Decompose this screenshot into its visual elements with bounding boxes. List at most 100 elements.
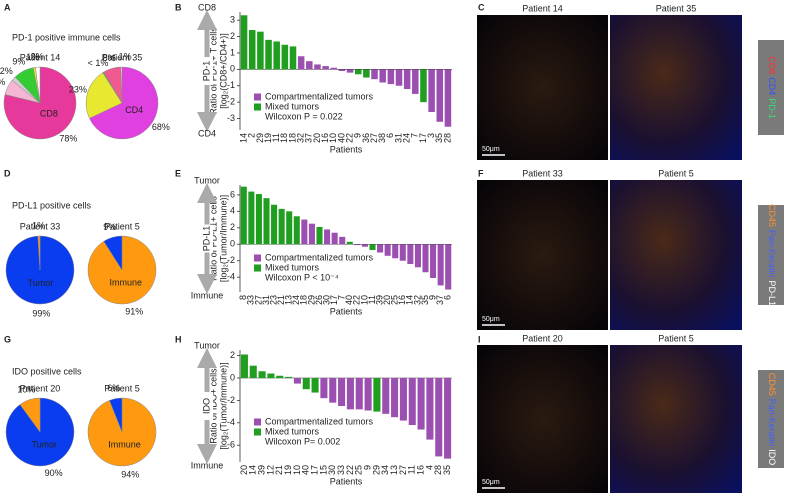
pie-category-label: Immune <box>108 440 141 450</box>
bar <box>379 69 386 83</box>
x-tick-label: 8 <box>238 295 248 300</box>
y-tick-label: -3 <box>227 113 235 123</box>
pie-value-label: 6% <box>107 383 120 393</box>
x-tick-label: 6 <box>443 295 453 300</box>
x-tick-label: 21 <box>274 465 284 475</box>
annotation: Wilcoxon P= 0.002 <box>265 436 340 446</box>
bar <box>240 186 247 245</box>
microscopy-image <box>477 180 608 330</box>
pie-category-label: CD4 <box>125 105 143 115</box>
bar <box>346 69 354 73</box>
x-tick-label: 37 <box>435 295 445 305</box>
pie-value-label: 9% <box>12 56 25 66</box>
x-tick-label: 35 <box>434 133 444 143</box>
pie-slice <box>19 397 41 433</box>
pie-slice <box>35 66 41 104</box>
arrow-label: PD-1 <box>201 61 211 82</box>
y-axis-label: [log₂(Tumor/Immune)] <box>218 195 228 282</box>
pie-slice <box>85 72 123 119</box>
y-tick-label: 0 <box>230 372 235 382</box>
stain-legend: CD8 CD4 PD-1 <box>767 56 777 119</box>
panel-letter: D <box>4 168 11 178</box>
y-tick-label: 0 <box>230 64 235 74</box>
x-tick-label: 3 <box>426 133 436 138</box>
scale-label: 50μm <box>482 146 500 153</box>
bar <box>382 378 390 414</box>
y-tick-label: -2 <box>227 255 235 265</box>
bar <box>430 244 437 279</box>
bar <box>278 208 285 245</box>
row-title: PD-L1 positive cells <box>12 200 92 210</box>
stain-name: CD45 <box>767 373 777 396</box>
x-tick-label: 32 <box>296 133 306 143</box>
bar <box>346 378 354 410</box>
bar <box>428 69 435 112</box>
bar <box>395 69 403 86</box>
pie-category-label: CD8 <box>40 109 58 119</box>
stain-name: Pan-Keratin <box>767 230 777 278</box>
y-tick-label: -4 <box>227 272 235 282</box>
bar <box>373 378 381 412</box>
x-tick-label: 16 <box>397 295 407 305</box>
x-tick-label: 21 <box>276 295 286 305</box>
legend-swatch <box>254 254 261 262</box>
x-tick-label: 33 <box>246 295 256 305</box>
image-title: Patient 33 <box>522 168 563 178</box>
y-tick-label: 2 <box>230 350 235 360</box>
scale-label: 50μm <box>482 316 500 323</box>
x-tick-label: 4 <box>424 465 434 470</box>
bar <box>308 223 315 245</box>
x-tick-label: 26 <box>314 295 324 305</box>
x-axis-label: Patients <box>330 144 363 154</box>
x-tick-label: 24 <box>402 133 412 143</box>
y-tick-label: -6 <box>227 440 235 450</box>
bar <box>273 41 280 70</box>
y-tick-label: -4 <box>227 417 235 427</box>
x-tick-label: 19 <box>263 133 273 143</box>
bar <box>361 244 368 247</box>
bar <box>255 194 262 245</box>
image-title: Patient 5 <box>658 168 694 178</box>
legend-label: Compartmentalized tumors <box>265 252 374 262</box>
x-tick-label: 9 <box>353 133 363 138</box>
x-tick-label: 29 <box>255 133 265 143</box>
arrow-label-bg <box>201 57 213 85</box>
x-tick-label: 19 <box>283 465 293 475</box>
bar <box>354 69 362 75</box>
stain-legend-box <box>758 40 784 135</box>
bar <box>338 378 346 406</box>
pie-value-label: 68% <box>152 122 170 132</box>
x-tick-label: 16 <box>415 465 425 475</box>
y-axis-label: [log₂(CD8+/CD4+)] <box>218 33 228 109</box>
bar <box>369 244 376 251</box>
bar <box>391 378 399 418</box>
bar <box>377 244 384 253</box>
bar <box>331 232 338 245</box>
bar <box>281 44 289 70</box>
pie-title: Patient 5 <box>104 221 140 231</box>
pie-slice <box>103 235 123 271</box>
legend-label: Mixed tumors <box>265 426 320 436</box>
bar <box>301 219 308 245</box>
stain-name: Pan-Keratin <box>767 399 777 447</box>
bar <box>293 216 300 245</box>
stain-name: PD-1 <box>767 98 777 119</box>
bar <box>289 46 297 70</box>
bar <box>293 378 301 384</box>
x-tick-label: 28 <box>442 133 452 143</box>
pie-value-label: < 1% <box>88 58 109 68</box>
y-tick-label: 3 <box>230 15 235 25</box>
x-tick-label: 23 <box>268 295 278 305</box>
x-tick-label: 14 <box>238 133 248 143</box>
x-tick-label: 18 <box>279 133 289 143</box>
arrow-label: Tumor <box>194 175 220 185</box>
y-tick-label: 0 <box>230 239 235 249</box>
bar <box>240 15 248 70</box>
x-tick-label: 39 <box>374 295 384 305</box>
row-title: PD-1 positive immune cells <box>12 32 121 42</box>
x-tick-label: 29 <box>371 465 381 475</box>
legend-swatch <box>254 428 261 436</box>
bar <box>403 69 411 90</box>
pie-value-label: 1% <box>26 52 39 62</box>
y-tick-label: -2 <box>227 395 235 405</box>
